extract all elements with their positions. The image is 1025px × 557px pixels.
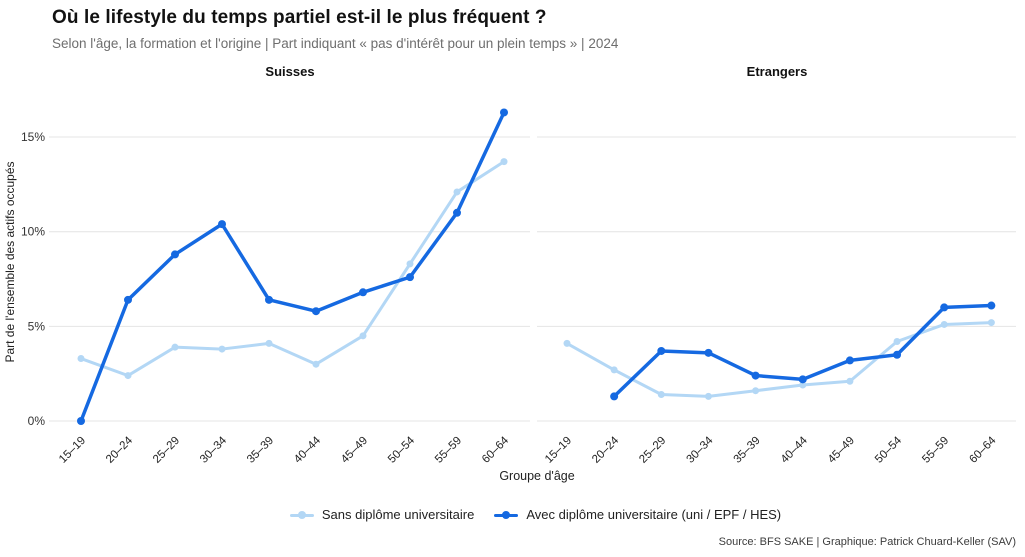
panel-title-suisses: Suisses: [265, 64, 315, 79]
data-point-marker: [752, 387, 760, 395]
data-point-marker: [124, 372, 132, 380]
legend-item-sans-diplome: Sans diplôme universitaire: [289, 507, 475, 522]
data-point-marker: [218, 345, 226, 353]
x-tick-label: 20–24: [104, 434, 136, 466]
data-point-marker: [77, 355, 85, 363]
data-point-marker: [171, 343, 179, 351]
data-point-marker: [500, 108, 508, 117]
data-point-marker: [171, 250, 179, 259]
x-tick-label: 30–34: [684, 434, 716, 466]
legend: Sans diplôme universitaire Avec diplôme …: [23, 507, 1025, 522]
data-point-marker: [265, 295, 273, 304]
data-point-marker: [657, 390, 665, 398]
source-credit: Source: BFS SAKE | Graphique: Patrick Ch…: [718, 536, 1016, 548]
data-point-marker: [359, 288, 367, 297]
data-point-marker: [406, 273, 414, 282]
data-point-marker: [359, 332, 367, 340]
x-axis-title: Groupe d'âge: [499, 469, 575, 483]
data-point-marker: [406, 260, 414, 268]
series-line: [565, 321, 993, 398]
x-tick-label: 60–64: [480, 434, 512, 466]
data-point-marker: [312, 307, 320, 316]
y-tick-label: 15%: [21, 130, 45, 144]
legend-line-dot-icon: [494, 510, 519, 519]
data-point-marker: [453, 208, 461, 217]
data-point-marker: [124, 295, 132, 304]
data-point-marker: [218, 220, 226, 229]
x-tick-label: 40–44: [779, 434, 811, 466]
x-tick-label: 45–49: [826, 435, 857, 466]
chart-subtitle: Selon l'âge, la formation et l'origine |…: [52, 36, 619, 51]
y-tick-label: 0%: [28, 414, 46, 428]
series-line: [79, 110, 506, 423]
y-axis-title: Part de l'ensemble des actifs occupés: [3, 161, 17, 362]
data-point-marker: [563, 339, 571, 347]
data-point-marker: [77, 417, 85, 425]
data-point-marker: [265, 339, 273, 347]
data-point-marker: [798, 375, 807, 384]
data-point-marker: [987, 301, 996, 310]
x-tick-label: 40–44: [292, 434, 324, 466]
legend-label: Sans diplôme universitaire: [321, 507, 475, 522]
x-tick-label: 50–54: [873, 434, 905, 466]
panel-title-etrangers: Etrangers: [746, 64, 808, 79]
data-point-marker: [657, 346, 666, 355]
series-line: [79, 160, 506, 378]
x-tick-label: 60–64: [967, 434, 999, 466]
data-point-marker: [893, 350, 902, 359]
data-point-marker: [940, 303, 949, 312]
data-point-marker: [987, 319, 995, 327]
x-tick-label: 35–39: [245, 435, 276, 466]
data-point-marker: [940, 320, 948, 328]
data-point-marker: [893, 337, 901, 345]
data-point-marker: [610, 392, 619, 401]
legend-label: Avec diplôme universitaire (uni / EPF / …: [526, 507, 782, 522]
data-point-marker: [704, 348, 713, 357]
x-tick-label: 55–59: [433, 435, 464, 466]
y-tick-label: 5%: [28, 319, 46, 333]
chart-canvas: 15–19 20–24 25–29 30–34 35–39 40–44 45–49 50–54…: [3, 108, 1016, 466]
chart-title: Où le lifestyle du temps partiel est-il …: [52, 7, 547, 28]
data-point-marker: [704, 392, 712, 400]
x-tick-label: 45–49: [339, 435, 370, 466]
data-point-marker: [312, 360, 320, 368]
x-tick-label: 25–29: [637, 435, 668, 466]
x-tick-label: 15–19: [57, 435, 88, 466]
data-point-marker: [846, 377, 854, 385]
x-tick-label: 25–29: [151, 435, 182, 466]
data-point-marker: [500, 158, 508, 166]
data-point-marker: [453, 188, 461, 196]
x-tick-label: 15–19: [543, 435, 574, 466]
x-tick-label: 20–24: [590, 434, 622, 466]
x-tick-label: 35–39: [732, 435, 763, 466]
data-point-marker: [751, 371, 760, 380]
data-point-marker: [799, 381, 807, 389]
data-point-marker: [610, 366, 618, 374]
legend-line-dot-icon: [289, 510, 314, 519]
y-tick-label: 10%: [21, 225, 45, 239]
x-tick-label: 55–59: [920, 435, 951, 466]
legend-item-avec-diplome: Avec diplôme universitaire (uni / EPF / …: [494, 507, 781, 522]
x-tick-label: 50–54: [386, 434, 418, 466]
data-point-marker: [845, 356, 854, 365]
x-tick-label: 30–34: [198, 434, 230, 466]
